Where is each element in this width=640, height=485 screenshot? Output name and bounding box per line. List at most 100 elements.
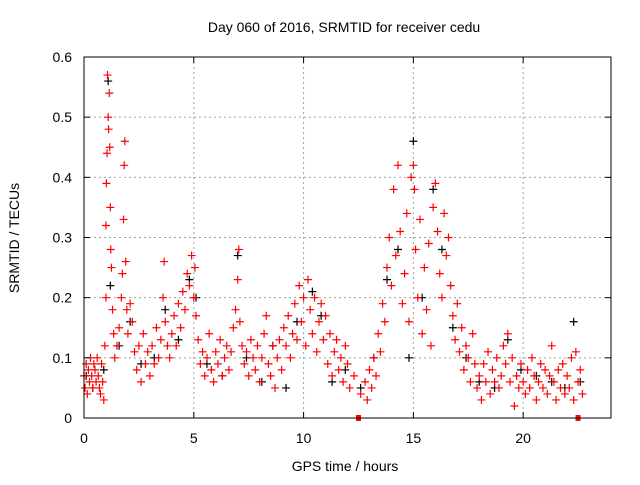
data-point-red xyxy=(163,341,172,350)
data-point-red xyxy=(308,329,317,338)
data-point-red xyxy=(106,245,115,254)
y-tick-label: 0.1 xyxy=(53,350,73,366)
data-point-red xyxy=(159,293,168,302)
data-point-red xyxy=(156,335,165,344)
data-point-red xyxy=(119,215,128,224)
data-point-red xyxy=(98,377,107,386)
data-point-red xyxy=(121,257,130,266)
data-point-red xyxy=(521,389,530,398)
x-tick-label: 10 xyxy=(296,430,312,446)
data-point-red xyxy=(470,359,479,368)
data-point-red xyxy=(431,179,440,188)
data-point-red xyxy=(560,389,569,398)
data-point-black xyxy=(569,317,578,326)
data-point-red xyxy=(475,371,484,380)
data-points xyxy=(80,71,587,421)
data-point-red xyxy=(95,383,104,392)
data-point-red xyxy=(418,329,427,338)
data-point-red xyxy=(486,389,495,398)
data-point-red xyxy=(367,383,376,392)
data-point-red xyxy=(426,341,435,350)
data-point-red xyxy=(468,329,477,338)
data-point-red xyxy=(101,221,110,230)
data-point-red xyxy=(549,377,558,386)
data-point-red xyxy=(227,347,236,356)
data-point-red xyxy=(286,353,295,362)
data-point-red xyxy=(310,293,319,302)
data-point-red xyxy=(378,299,387,308)
data-point-red xyxy=(284,311,293,320)
data-point-red xyxy=(578,389,587,398)
data-point-red xyxy=(369,353,378,362)
data-point-red xyxy=(451,335,460,344)
data-point-red xyxy=(93,353,102,362)
data-point-black xyxy=(174,335,183,344)
data-point-red xyxy=(576,365,585,374)
data-point-red xyxy=(128,317,137,326)
data-point-black xyxy=(448,323,457,332)
data-point-red xyxy=(275,335,284,344)
data-point-red xyxy=(525,383,534,392)
data-point-red xyxy=(233,275,242,284)
data-point-red xyxy=(374,329,383,338)
data-point-red xyxy=(255,377,264,386)
data-point-red xyxy=(328,371,337,380)
data-point-red xyxy=(81,383,90,392)
data-point-red xyxy=(409,161,418,170)
data-point-red xyxy=(404,317,413,326)
data-point-red xyxy=(297,317,306,326)
data-point-red xyxy=(218,371,227,380)
data-point-red xyxy=(519,377,528,386)
data-point-red xyxy=(117,293,126,302)
data-point-red xyxy=(402,209,411,218)
data-point-red xyxy=(410,185,419,194)
data-point-red xyxy=(154,353,163,362)
data-point-red xyxy=(400,269,409,278)
data-point-red xyxy=(552,395,561,404)
data-point-red xyxy=(466,377,475,386)
data-point-red xyxy=(185,281,194,290)
data-point-red xyxy=(83,389,92,398)
data-point-red xyxy=(209,377,218,386)
data-point-red xyxy=(407,173,416,182)
data-point-red xyxy=(202,353,211,362)
data-point-red xyxy=(363,395,372,404)
data-point-red xyxy=(190,263,199,272)
data-point-red xyxy=(101,293,110,302)
data-point-red xyxy=(104,125,113,134)
data-point-red xyxy=(273,353,282,362)
data-point-red xyxy=(569,395,578,404)
data-point-red xyxy=(558,359,567,368)
data-point-red xyxy=(394,161,403,170)
data-point-red xyxy=(435,269,444,278)
data-point-red xyxy=(523,365,532,374)
data-point-red xyxy=(211,347,220,356)
data-point-red xyxy=(187,251,196,260)
data-point-red xyxy=(288,329,297,338)
data-point-red xyxy=(266,371,275,380)
data-point-red xyxy=(262,311,271,320)
data-point-red xyxy=(82,359,91,368)
data-point-red xyxy=(107,263,116,272)
data-point-red xyxy=(220,353,229,362)
data-point-red xyxy=(516,359,525,368)
data-point-red xyxy=(538,383,547,392)
data-point-red xyxy=(110,353,119,362)
data-point-red xyxy=(385,233,394,242)
data-point-red xyxy=(172,341,181,350)
data-point-red xyxy=(433,227,442,236)
data-point-red xyxy=(249,353,258,362)
data-point-red xyxy=(490,377,499,386)
data-point-red xyxy=(167,329,176,338)
data-point-red xyxy=(109,329,118,338)
data-point-black xyxy=(104,77,113,86)
chart-title: Day 060 of 2016, SRMTID for receiver ced… xyxy=(208,19,480,35)
data-point-red xyxy=(541,365,550,374)
data-point-red xyxy=(191,311,200,320)
data-point-red xyxy=(115,323,124,332)
data-point-red xyxy=(512,371,521,380)
data-point-red xyxy=(251,365,260,374)
data-point-black xyxy=(394,245,403,254)
data-point-red xyxy=(234,245,243,254)
data-point-red xyxy=(503,329,512,338)
